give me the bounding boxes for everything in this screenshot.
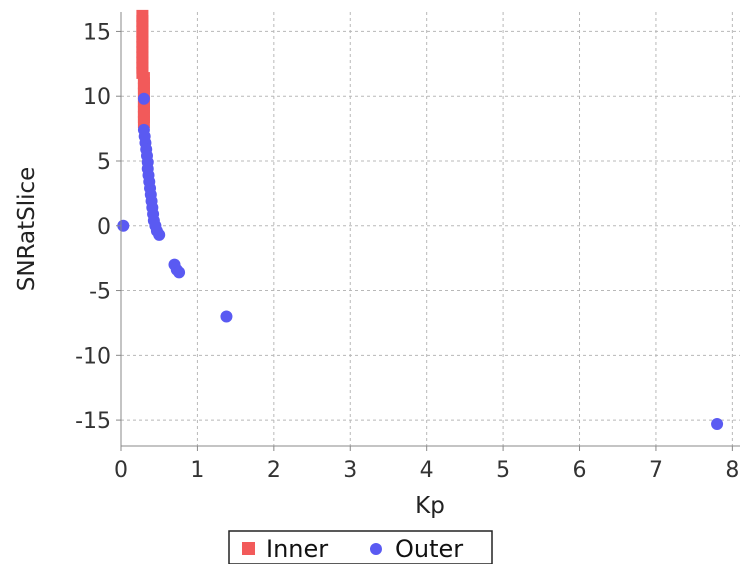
data-point bbox=[137, 92, 150, 105]
grid-lines bbox=[121, 12, 740, 446]
data-point bbox=[711, 417, 724, 430]
y-tick-label: 0 bbox=[97, 215, 111, 240]
y-axis-title: SNRatSlice bbox=[14, 167, 40, 292]
legend-box bbox=[228, 530, 493, 564]
data-point bbox=[173, 266, 186, 279]
x-tick-label: 0 bbox=[114, 458, 128, 483]
x-axis-title: Kp bbox=[415, 493, 445, 519]
data-points bbox=[117, 9, 724, 430]
series-inner bbox=[136, 9, 150, 129]
series-outer bbox=[117, 92, 724, 430]
y-tick-label: 5 bbox=[97, 150, 111, 175]
legend-label-outer: Outer bbox=[395, 535, 463, 563]
y-tick-label: -15 bbox=[75, 409, 111, 434]
x-tick-label: 2 bbox=[267, 458, 281, 483]
data-point bbox=[153, 228, 166, 241]
legend-label-inner: Inner bbox=[266, 535, 328, 563]
x-tick-label: 5 bbox=[496, 458, 510, 483]
data-point bbox=[117, 219, 130, 232]
x-tick-label: 7 bbox=[649, 458, 663, 483]
x-tick-label: 8 bbox=[725, 458, 739, 483]
x-tick-label: 4 bbox=[420, 458, 434, 483]
x-tick-label: 1 bbox=[190, 458, 204, 483]
legend: Inner Outer bbox=[228, 530, 493, 564]
x-tick-label: 6 bbox=[573, 458, 587, 483]
y-tick-label: -5 bbox=[89, 280, 111, 305]
y-tick-label: 10 bbox=[83, 85, 111, 110]
y-tick-label: 15 bbox=[83, 20, 111, 45]
x-tick-label: 3 bbox=[343, 458, 357, 483]
x-tick-labels: 0 1 2 3 4 5 6 7 8 bbox=[114, 446, 739, 483]
legend-marker-inner bbox=[242, 542, 255, 555]
data-point bbox=[220, 310, 233, 323]
y-tick-label: -10 bbox=[75, 344, 111, 369]
y-tick-labels: 15 10 5 0 -5 -10 -15 bbox=[75, 20, 121, 434]
plot-area bbox=[121, 12, 740, 446]
legend-marker-outer bbox=[370, 543, 382, 555]
